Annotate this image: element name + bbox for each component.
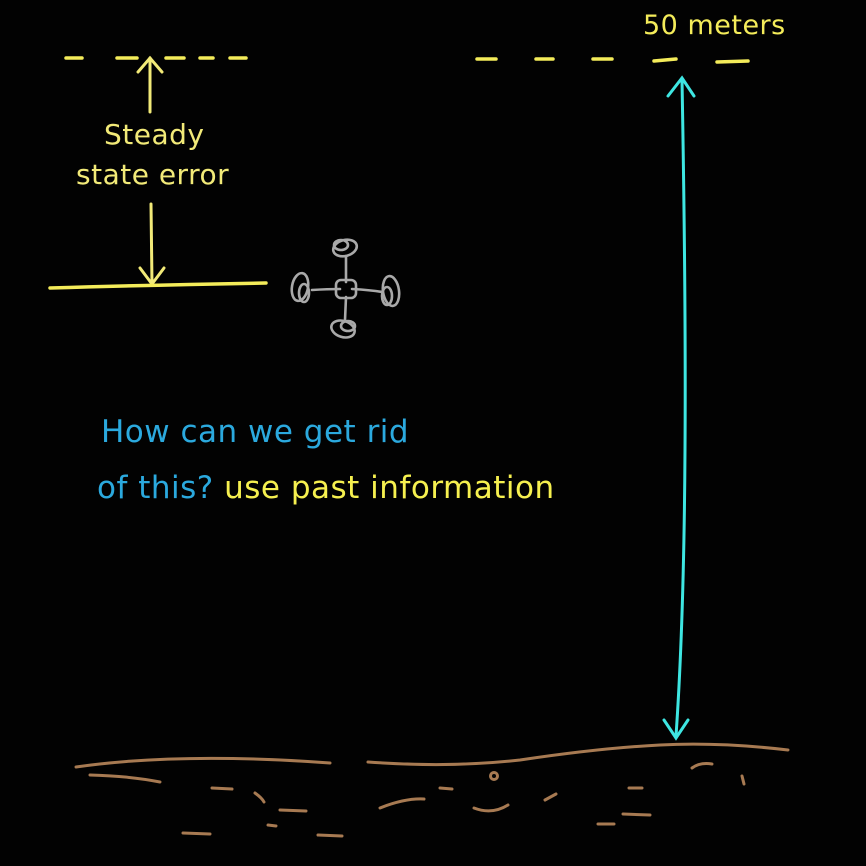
steady-state-error-label-line2: state error xyxy=(76,158,230,191)
ground xyxy=(74,742,790,838)
target-height-label: 50 meters xyxy=(643,10,786,41)
error-arrow-bottom xyxy=(138,202,166,287)
height-arrow xyxy=(662,75,696,741)
error-arrow-top xyxy=(136,55,164,114)
quadcopter-icon xyxy=(290,238,401,339)
question-line2: of this? use past information xyxy=(97,470,555,506)
steady-state-error-label-line1: Steady xyxy=(104,118,205,151)
question-line2-prefix: of this? xyxy=(97,470,214,506)
setpoint-dashed-line-right xyxy=(475,57,750,64)
answer-text: use past information xyxy=(224,470,555,506)
question-line1: How can we get rid xyxy=(101,414,410,450)
current-altitude-line xyxy=(48,281,268,290)
